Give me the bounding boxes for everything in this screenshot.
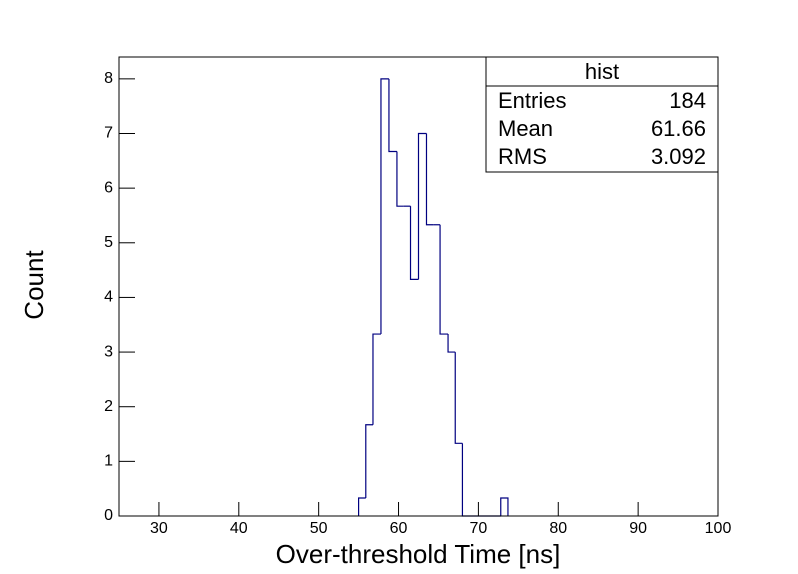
- histogram-bin: [417, 132, 427, 280]
- histogram-bin: [372, 333, 381, 425]
- x-tick-label: 80: [549, 520, 567, 537]
- x-tick-label: 70: [470, 520, 488, 537]
- stats-label: Entries: [498, 88, 566, 113]
- stats-value: 184: [669, 88, 706, 113]
- histogram-bin: [365, 424, 373, 498]
- stats-label: RMS: [498, 144, 547, 169]
- y-tick-label: 1: [104, 453, 113, 470]
- histogram-bin: [409, 206, 419, 280]
- x-tick-label: 30: [150, 520, 168, 537]
- x-tick-label: 50: [310, 520, 328, 537]
- y-tick-label: 2: [104, 398, 113, 415]
- stats-box: [485, 56, 719, 173]
- stats-title: hist: [585, 59, 619, 84]
- histogram-bin: [439, 224, 449, 335]
- x-tick-label: 90: [629, 520, 647, 537]
- histogram-bin: [454, 352, 463, 444]
- y-tick-label: 0: [104, 507, 113, 524]
- histogram-bin: [388, 78, 397, 153]
- x-tick-label: 100: [705, 520, 732, 537]
- histogram-bin: [396, 151, 404, 207]
- y-tick-label: 3: [104, 343, 113, 360]
- histogram-bin: [500, 497, 509, 516]
- y-tick-label: 6: [104, 179, 113, 196]
- stats-value: 61.66: [651, 116, 706, 141]
- stats-label: Mean: [498, 116, 553, 141]
- y-axis-label: Count: [19, 250, 49, 320]
- histogram-bin: [425, 133, 434, 226]
- histogram-bin: [380, 78, 389, 335]
- stats-value: 3.092: [651, 144, 706, 169]
- histogram-bin: [358, 497, 366, 516]
- x-axis-label: Over-threshold Time [ns]: [276, 539, 561, 569]
- y-tick-label: 4: [104, 289, 113, 306]
- y-tick-label: 5: [104, 234, 113, 251]
- y-tick-label: 7: [104, 125, 113, 142]
- plot-frame: [118, 56, 719, 517]
- x-tick-label: 40: [230, 520, 248, 537]
- y-tick-label: 8: [104, 70, 113, 87]
- histogram-bin: [447, 334, 456, 353]
- x-tick-label: 60: [390, 520, 408, 537]
